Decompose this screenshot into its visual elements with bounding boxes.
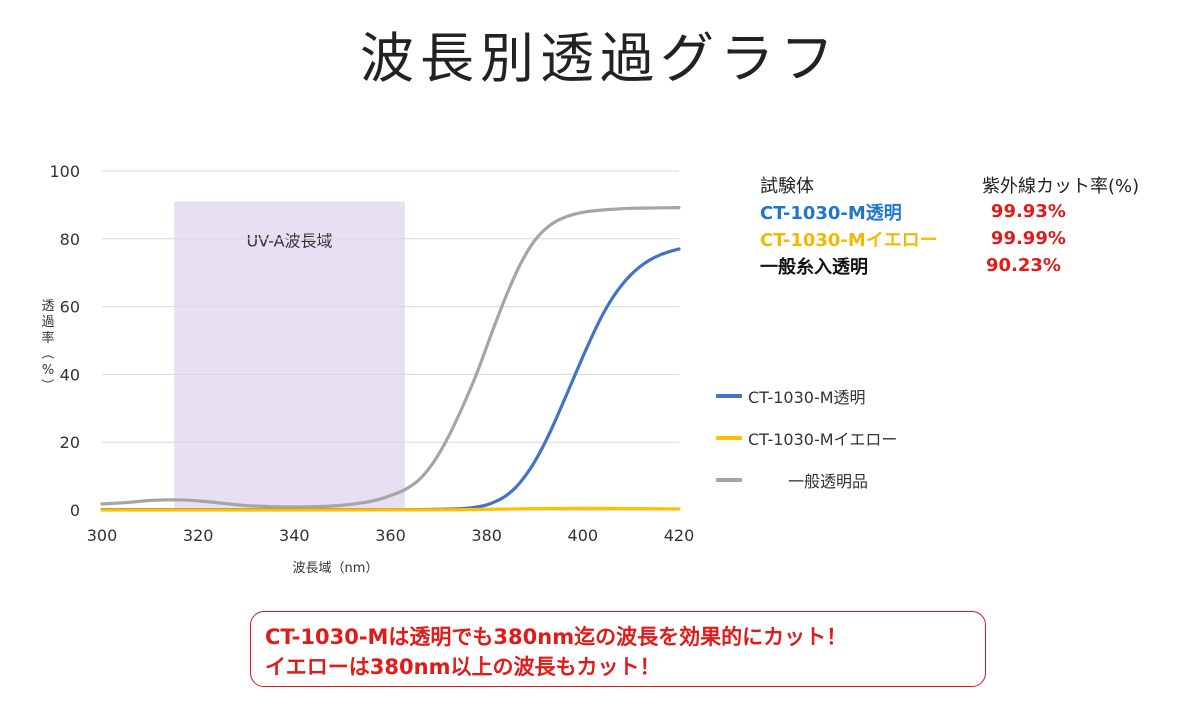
y-axis-title-char: % (42, 363, 54, 378)
y-axis-title-char: 透 (41, 299, 54, 314)
y-axis-title: 透過率（%） (39, 299, 55, 392)
legend-label-series-1: CT-1030-M透明 (748, 388, 866, 407)
results-row: 一般糸入透明 90.23% (760, 252, 1180, 279)
legend-swatch-series-2 (716, 436, 742, 440)
legend-item-series-2: CT-1030-Mイエロー (716, 417, 897, 459)
results-cut-rate: 90.23% (986, 255, 1061, 276)
page-title: 波長別透過グラフ (360, 27, 840, 90)
y-axis-title-char: （ (39, 346, 54, 359)
y-tick-label: 100 (49, 162, 80, 181)
y-axis-title-char: 率 (41, 330, 54, 346)
x-tick-label: 420 (664, 526, 695, 545)
series-line-2 (100, 506, 681, 512)
y-tick-label: 20 (60, 433, 80, 452)
results-sample-name: 一般糸入透明 (760, 256, 868, 278)
results-row: CT-1030-M透明 99.93% (760, 198, 1180, 225)
results-sample-name: CT-1030-Mイエロー (760, 229, 938, 251)
series-line-3 (100, 206, 681, 509)
x-tick-label: 400 (568, 526, 599, 545)
series-layer (100, 206, 681, 512)
y-tick-label: 0 (70, 501, 80, 520)
legend-item-series-1: CT-1030-M透明 (716, 375, 897, 417)
x-tick-label: 300 (87, 526, 118, 545)
uva-band (174, 201, 405, 510)
results-header-row: 試験体 紫外線カット率(%) (760, 171, 1180, 198)
y-tick-label: 40 (60, 365, 80, 384)
chart-legend: CT-1030-M透明 CT-1030-Mイエロー 一般透明品 (716, 375, 897, 501)
results-sample-name: CT-1030-M透明 (760, 202, 902, 224)
y-axis-title-char: ） (39, 378, 54, 391)
y-tick-label: 80 (60, 230, 80, 249)
y-axis-title-char: 過 (41, 315, 54, 330)
results-cut-rate: 99.93% (990, 201, 1066, 222)
x-tick-label: 380 (471, 526, 502, 545)
uva-band-layer: UV-A波長域 (174, 201, 405, 510)
callout-line-2: イエローは380nm以上の波長もカット！ (265, 655, 661, 679)
x-tick-label: 340 (279, 526, 310, 545)
summary-callout: CT-1030-Mは透明でも380nm迄の波長を効果的にカット！ イエローは38… (250, 611, 986, 687)
uv-cut-results-table: 試験体 紫外線カット率(%) CT-1030-M透明 99.93% CT-103… (760, 171, 1180, 279)
uva-band-label: UV-A波長域 (246, 232, 332, 251)
results-row: CT-1030-Mイエロー 99.99% (760, 225, 1180, 252)
y-tick-label: 60 (60, 298, 80, 317)
results-cut-rate: 99.99% (990, 228, 1066, 249)
legend-item-series-3: 一般透明品 (716, 459, 897, 501)
legend-label-series-2: CT-1030-Mイエロー (748, 430, 898, 449)
x-tick-label: 320 (183, 526, 214, 545)
tick-layer: 0 20 40 60 80 100 300 320 340 360 380 400 420 (49, 162, 694, 545)
legend-label-series-3: 一般透明品 (788, 472, 869, 491)
grid-layer (102, 170, 679, 511)
results-header-rate: 紫外線カット率(%) (982, 175, 1140, 197)
results-header-sample: 試験体 (760, 175, 814, 197)
legend-swatch-series-1 (716, 394, 742, 398)
legend-swatch-series-3 (716, 478, 742, 482)
x-axis-title: 波長域（nm） (293, 561, 379, 576)
x-tick-label: 360 (375, 526, 406, 545)
callout-line-1: CT-1030-Mは透明でも380nm迄の波長を効果的にカット！ (265, 625, 848, 649)
